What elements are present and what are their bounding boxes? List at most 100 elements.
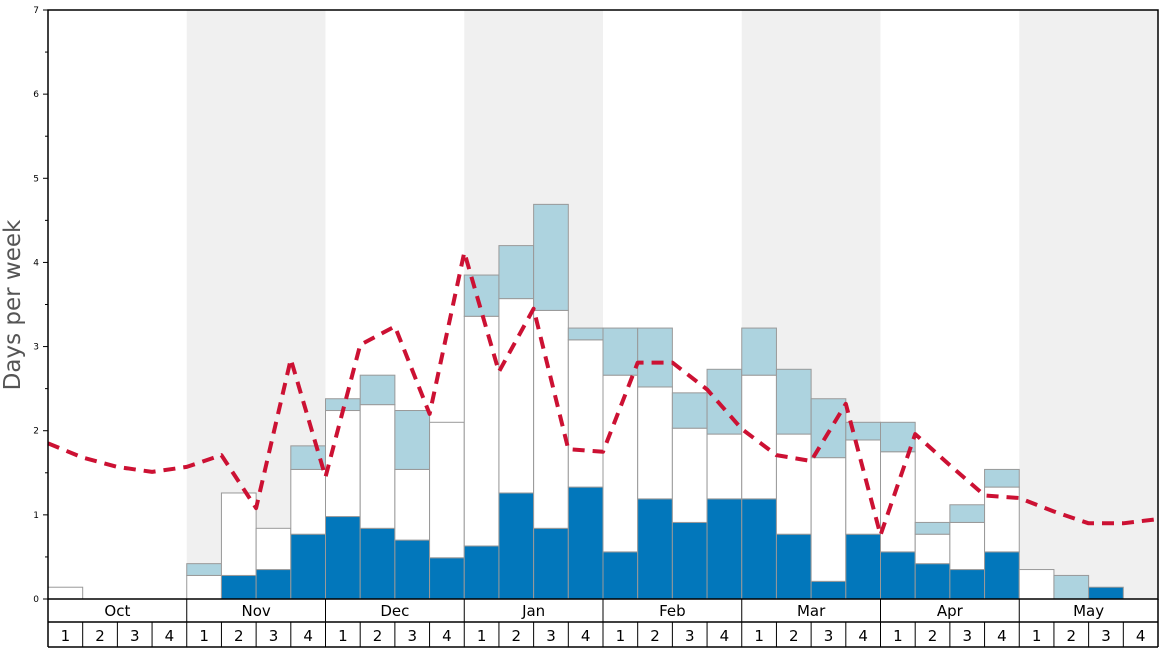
bar-segment [325, 516, 361, 600]
month-label: Jan [521, 602, 545, 620]
bar-segment [775, 433, 812, 535]
bar-segment [949, 521, 986, 571]
bar-segment [533, 309, 569, 529]
bar-segment [637, 327, 673, 388]
y-tick-label: 0 [33, 595, 39, 605]
bar-segment [671, 427, 708, 523]
week-label: 4 [165, 627, 175, 645]
week-label: 2 [650, 627, 660, 645]
week-label: 4 [720, 627, 730, 645]
bar-segment [775, 368, 812, 435]
bar-segment [914, 563, 951, 600]
bar-segment [810, 457, 847, 582]
y-tick-label: 2 [33, 427, 39, 437]
week-label: 4 [581, 627, 591, 645]
bar-segment [567, 486, 604, 600]
week-label: 2 [234, 627, 244, 645]
bar-segment [394, 410, 431, 470]
y-axis-label: Days per week [0, 219, 26, 390]
week-label: 3 [269, 627, 279, 645]
average-line [47, 250, 1159, 538]
bar-segment [602, 374, 639, 553]
week-label: 1 [338, 627, 348, 645]
bar-segment [429, 421, 465, 559]
bar-segment [637, 386, 673, 500]
bar-segment [741, 327, 777, 376]
bar-segment [463, 545, 500, 600]
bar-segment [671, 392, 708, 429]
week-label: 3 [962, 627, 972, 645]
average-line-layer [47, 250, 1159, 538]
bar-segment [984, 551, 1020, 600]
week-label: 2 [95, 627, 105, 645]
bar-segment [949, 569, 986, 600]
bar-segment [1053, 574, 1090, 600]
bar-segment [255, 527, 292, 571]
bar-segment [706, 433, 743, 500]
week-label: 1 [893, 627, 903, 645]
week-label: 2 [1067, 627, 1077, 645]
bar-segment [47, 586, 84, 600]
bar-segment [290, 533, 326, 600]
week-label: 1 [754, 627, 764, 645]
bar-segment [810, 580, 847, 600]
week-label: 4 [303, 627, 313, 645]
week-label: 2 [373, 627, 383, 645]
bar-segment [533, 527, 569, 600]
week-label: 2 [512, 627, 522, 645]
bar-segment [567, 327, 604, 341]
bar-segment [498, 298, 535, 494]
bar-segment [498, 492, 535, 600]
week-label: 3 [824, 627, 834, 645]
bar-segment [914, 533, 951, 565]
week-label: 1 [199, 627, 209, 645]
bar-segment [671, 521, 708, 600]
bar-segment [220, 492, 257, 576]
y-tick-label: 4 [33, 258, 39, 268]
y-tick-label: 7 [33, 6, 39, 16]
y-tick-label: 1 [33, 511, 39, 521]
bar-segment [880, 551, 916, 600]
bar-segment [463, 274, 500, 317]
month-label: Oct [104, 602, 130, 620]
bar-segment [567, 339, 604, 488]
bar-segment [775, 533, 812, 600]
bar-segment [637, 498, 673, 600]
bar-segment [220, 574, 257, 600]
bar-segment [1088, 586, 1124, 600]
bar-segment [880, 451, 916, 553]
bar-segment [949, 504, 986, 523]
bar-segment [255, 569, 292, 600]
bar-segment [741, 498, 777, 600]
bar-segment [186, 574, 222, 600]
month-band [1019, 10, 1158, 599]
week-label: 4 [1136, 627, 1146, 645]
week-label: 3 [546, 627, 556, 645]
month-label: Apr [937, 602, 964, 620]
bar-segment [394, 539, 431, 600]
bar-segment [984, 468, 1020, 488]
bar-segment [394, 468, 431, 541]
bar-segment [914, 521, 951, 535]
bar-segment [602, 327, 639, 376]
y-tick-label: 5 [33, 174, 39, 184]
bar-segment [359, 527, 396, 600]
week-label: 3 [1101, 627, 1111, 645]
month-label: Mar [797, 602, 826, 620]
bar-segment [186, 563, 222, 576]
month-label: May [1073, 602, 1104, 620]
bar-segment [359, 374, 396, 406]
month-label: Nov [241, 602, 270, 620]
bar-segment [359, 404, 396, 529]
month-label: Dec [380, 602, 409, 620]
week-label: 3 [407, 627, 417, 645]
y-tick-label: 6 [33, 90, 39, 100]
bar-segment [290, 468, 326, 535]
week-label: 1 [477, 627, 487, 645]
bar-segment [845, 533, 881, 600]
week-label: 3 [685, 627, 695, 645]
bar-segment [533, 203, 569, 311]
y-tick-label: 3 [33, 343, 39, 353]
